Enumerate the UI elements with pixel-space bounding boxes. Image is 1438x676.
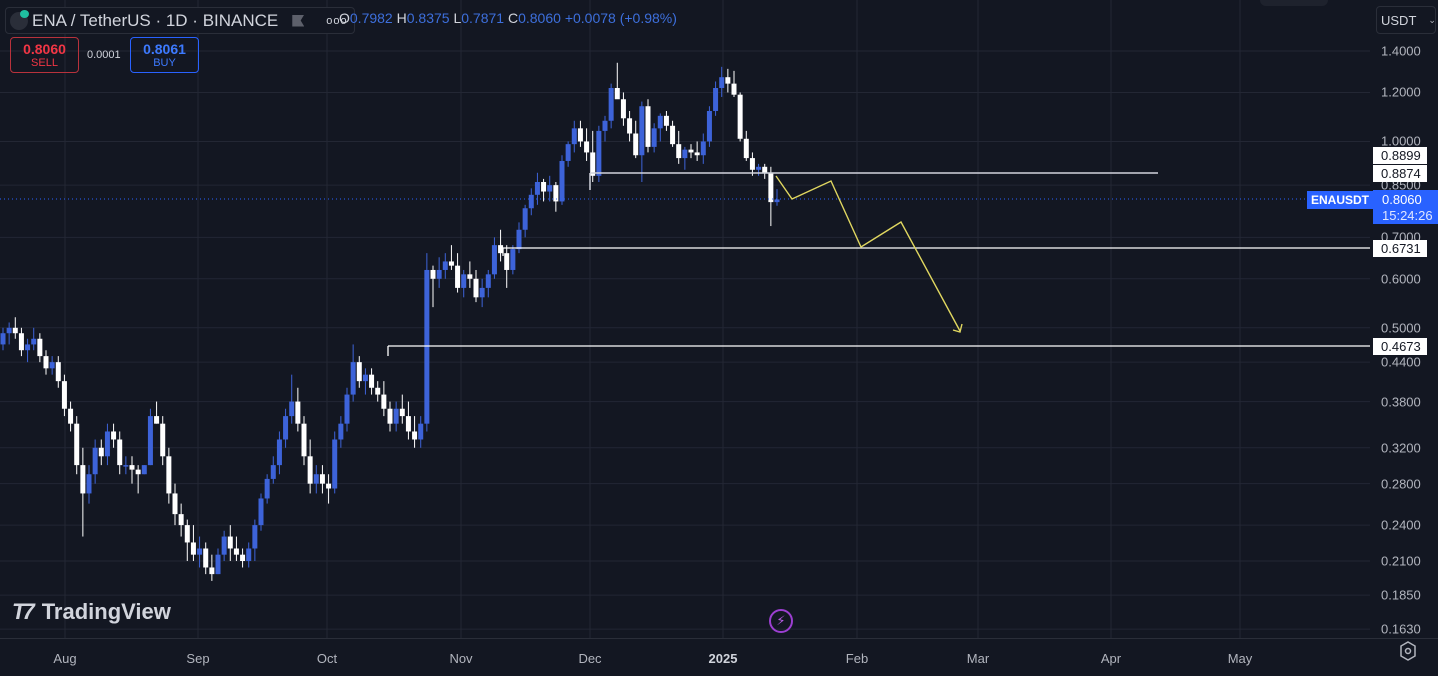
tradingview-logo-icon: T7 <box>12 599 35 624</box>
sell-label: SELL <box>31 57 58 69</box>
price-tick: 0.2400 <box>1381 517 1421 533</box>
symbol-title[interactable]: ENA / TetherUS · 1D · BINANCE <box>32 10 279 30</box>
open-value: 0.7982 <box>349 10 393 26</box>
price-label-level-3: 0.6731 <box>1373 240 1427 257</box>
settings-gear-icon[interactable] <box>1399 641 1417 661</box>
time-tick: Oct <box>316 651 338 666</box>
more-options-button[interactable]: ooo <box>326 14 348 27</box>
change-value: +0.0078 (+0.98%) <box>564 10 677 26</box>
price-tick: 1.2000 <box>1381 84 1421 100</box>
time-tick: Nov <box>449 651 473 666</box>
close-label: C <box>507 10 519 26</box>
time-tick: Feb <box>845 651 869 666</box>
flag-icon[interactable] <box>292 14 305 27</box>
time-tick: Apr <box>1100 651 1122 666</box>
time-axis[interactable] <box>0 638 1438 676</box>
price-label-level-1: 0.8899 <box>1373 147 1427 164</box>
time-tick: Mar <box>966 651 990 666</box>
ohlc-values: O0.7982 H0.8375 L0.7871 C0.8060 +0.0078 … <box>339 10 677 26</box>
last-price: 0.8060 <box>1382 192 1422 207</box>
price-tick: 0.3200 <box>1381 440 1421 456</box>
last-price-box: 0.8060 15:24:26 <box>1373 190 1438 224</box>
time-tick: May <box>1227 651 1253 666</box>
currency-select[interactable]: USDT ⌄ <box>1376 6 1436 34</box>
ena-logo-icon <box>10 9 29 30</box>
price-tick: 0.2800 <box>1381 476 1421 492</box>
bar-countdown: 15:24:26 <box>1382 208 1433 223</box>
currency-value: USDT <box>1381 12 1417 28</box>
sell-price: 0.8060 <box>23 41 66 57</box>
buy-price: 0.8061 <box>143 41 186 57</box>
price-label-level-4: 0.4673 <box>1373 338 1427 355</box>
tradingview-watermark[interactable]: T7 TradingView <box>12 599 171 625</box>
low-label: L <box>453 10 462 26</box>
price-chart[interactable] <box>0 0 1370 638</box>
chevron-down-icon: ⌄ <box>1428 14 1436 25</box>
price-label-level-2: 0.8874 <box>1373 165 1427 182</box>
price-axis[interactable] <box>1370 0 1438 638</box>
price-tick: 0.6000 <box>1381 271 1421 287</box>
low-value: 0.7871 <box>461 10 505 26</box>
price-tick: 1.4000 <box>1381 43 1421 59</box>
price-tick: 0.5000 <box>1381 320 1421 336</box>
price-tick: 0.3800 <box>1381 394 1421 410</box>
top-handle <box>1260 0 1328 6</box>
spread-value: 0.0001 <box>87 49 121 61</box>
price-tick: 0.1850 <box>1381 587 1421 603</box>
time-tick: 2025 <box>708 651 738 666</box>
time-tick: Aug <box>53 651 77 666</box>
lightning-event-icon[interactable]: ⚡︎ <box>769 609 793 633</box>
close-value: 0.8060 <box>518 10 561 26</box>
price-tick: 0.2100 <box>1381 553 1421 569</box>
symbol-legend[interactable]: ENA / TetherUS · 1D · BINANCE ooo <box>5 7 355 34</box>
high-label: H <box>396 10 407 26</box>
watermark-text: TradingView <box>41 599 171 624</box>
buy-button[interactable]: 0.8061 BUY <box>130 37 199 73</box>
time-tick: Dec <box>578 651 602 666</box>
high-value: 0.8375 <box>406 10 450 26</box>
time-tick: Sep <box>186 651 210 666</box>
price-tick: 0.1630 <box>1381 621 1421 637</box>
sell-button[interactable]: 0.8060 SELL <box>10 37 79 73</box>
buy-label: BUY <box>153 57 176 69</box>
price-tick: 0.4400 <box>1381 354 1421 370</box>
price-tick: 1.0000 <box>1381 133 1421 149</box>
open-label: O <box>339 10 350 26</box>
symbol-tag: ENAUSDT <box>1307 191 1374 209</box>
